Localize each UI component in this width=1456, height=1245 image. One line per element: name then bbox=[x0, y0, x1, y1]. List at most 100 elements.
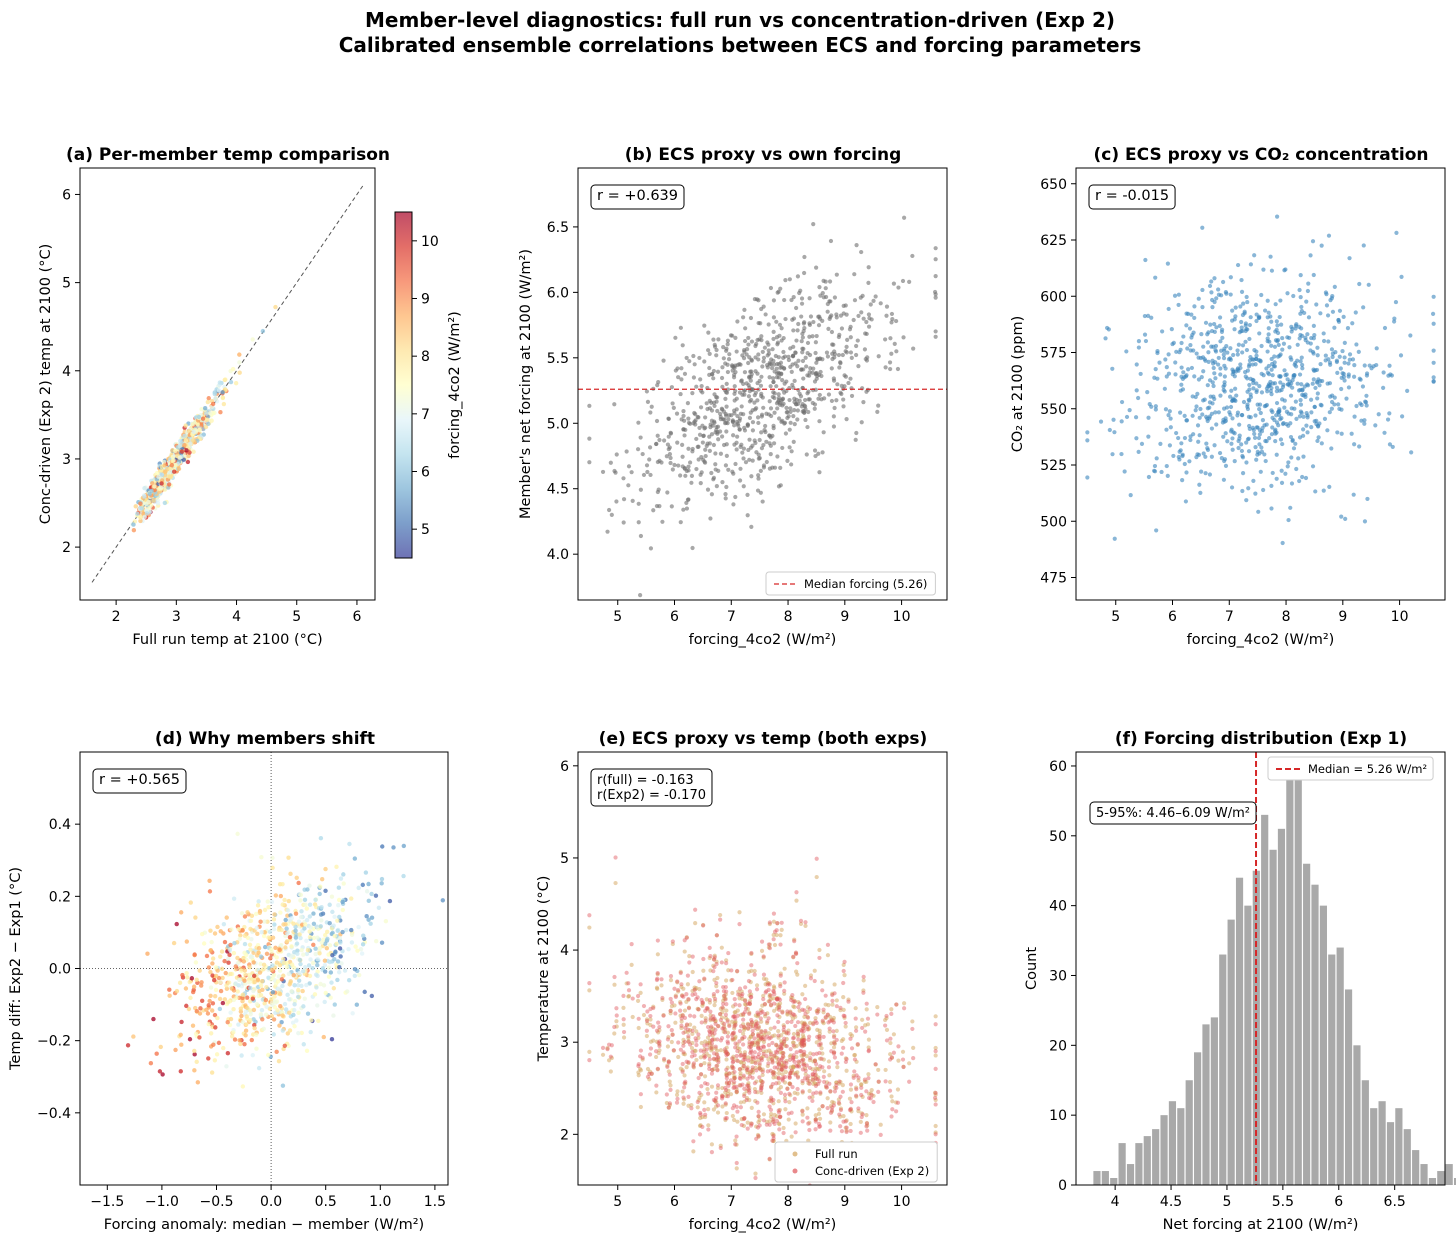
data-point bbox=[587, 436, 592, 441]
data-point bbox=[1390, 444, 1395, 450]
data-point bbox=[228, 971, 233, 977]
data-point bbox=[767, 399, 772, 404]
data-point bbox=[891, 281, 896, 286]
data-point-full bbox=[666, 1105, 671, 1110]
data-point bbox=[739, 442, 744, 447]
data-point bbox=[1337, 308, 1343, 313]
data-point bbox=[749, 357, 754, 362]
data-point-full bbox=[725, 1030, 731, 1035]
data-point-full bbox=[712, 1002, 717, 1008]
data-point bbox=[263, 997, 269, 1003]
data-point-full bbox=[843, 1024, 848, 1029]
data-point bbox=[1176, 302, 1181, 308]
data-point-full bbox=[854, 1094, 859, 1099]
data-point-full bbox=[688, 1022, 693, 1027]
data-point-full bbox=[758, 1067, 764, 1072]
data-point bbox=[1230, 416, 1235, 421]
data-point bbox=[1204, 441, 1209, 446]
data-point bbox=[226, 980, 232, 985]
data-point bbox=[1228, 292, 1233, 297]
data-point bbox=[284, 926, 289, 931]
data-point bbox=[723, 411, 728, 417]
data-point bbox=[766, 348, 771, 353]
x-tick-label: 0.5 bbox=[315, 1194, 337, 1210]
data-point bbox=[1184, 311, 1189, 316]
data-point bbox=[293, 911, 299, 916]
data-point bbox=[237, 370, 242, 375]
data-point bbox=[233, 981, 238, 986]
data-point-full bbox=[772, 1112, 777, 1118]
data-point bbox=[1318, 311, 1323, 316]
data-point bbox=[1207, 283, 1213, 289]
data-point bbox=[358, 947, 364, 952]
data-point bbox=[341, 872, 346, 877]
data-point bbox=[1341, 314, 1346, 319]
data-point-exp2 bbox=[730, 977, 735, 983]
data-point bbox=[323, 990, 328, 996]
data-point-full bbox=[673, 993, 678, 998]
data-point-exp2 bbox=[587, 981, 592, 986]
data-point bbox=[636, 501, 641, 506]
data-point-full bbox=[837, 1101, 842, 1107]
data-point bbox=[1238, 362, 1243, 367]
data-point bbox=[237, 352, 242, 357]
data-point-full bbox=[848, 1087, 854, 1092]
data-point-exp2 bbox=[747, 1090, 752, 1095]
data-point bbox=[1239, 325, 1244, 330]
data-point bbox=[866, 280, 871, 286]
data-point bbox=[752, 393, 757, 398]
data-point bbox=[333, 949, 338, 954]
data-point-exp2 bbox=[869, 1092, 874, 1098]
data-point bbox=[866, 265, 871, 270]
data-point bbox=[298, 914, 304, 920]
data-point-full bbox=[746, 1026, 751, 1031]
data-point bbox=[1349, 431, 1354, 436]
data-point bbox=[280, 902, 285, 907]
data-point-full bbox=[803, 983, 808, 988]
data-point bbox=[314, 924, 320, 929]
data-point-exp2 bbox=[821, 1007, 826, 1012]
data-point bbox=[707, 351, 712, 357]
data-point bbox=[1362, 519, 1368, 524]
data-point bbox=[1277, 353, 1282, 358]
data-point bbox=[1214, 325, 1219, 330]
data-point-full bbox=[735, 1045, 740, 1051]
data-point bbox=[702, 359, 707, 364]
data-point bbox=[828, 299, 833, 304]
data-point bbox=[724, 348, 729, 353]
data-point bbox=[828, 238, 834, 244]
data-point bbox=[1408, 333, 1413, 338]
data-point bbox=[374, 939, 379, 944]
data-point-exp2 bbox=[820, 1104, 825, 1109]
data-point bbox=[742, 392, 747, 397]
data-point bbox=[830, 356, 835, 362]
data-point bbox=[170, 458, 175, 464]
data-point-full bbox=[741, 1031, 746, 1036]
data-point bbox=[251, 1007, 257, 1013]
data-point bbox=[764, 439, 769, 444]
data-point bbox=[799, 367, 804, 372]
data-point bbox=[675, 366, 680, 371]
data-point bbox=[852, 272, 857, 277]
data-point bbox=[227, 952, 232, 958]
data-point-full bbox=[772, 942, 778, 948]
data-point bbox=[1257, 432, 1262, 437]
data-point-full bbox=[775, 921, 780, 926]
data-point-full bbox=[842, 972, 847, 978]
data-point bbox=[1154, 456, 1159, 461]
data-point bbox=[605, 529, 610, 534]
data-point bbox=[1245, 406, 1251, 412]
data-point-full bbox=[838, 1114, 843, 1119]
data-point bbox=[1360, 384, 1366, 389]
data-point bbox=[207, 878, 212, 884]
data-point bbox=[1112, 536, 1117, 541]
data-point bbox=[199, 980, 204, 985]
data-point-exp2 bbox=[775, 1047, 781, 1052]
data-point bbox=[1345, 325, 1351, 331]
x-tick-label: 7 bbox=[727, 609, 736, 625]
data-point bbox=[1241, 399, 1247, 405]
data-point bbox=[162, 463, 167, 468]
data-point bbox=[192, 952, 197, 957]
data-point-exp2 bbox=[759, 939, 765, 944]
data-point-full bbox=[716, 1023, 721, 1029]
